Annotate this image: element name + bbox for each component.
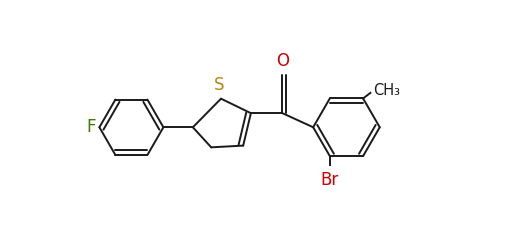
Text: F: F [87,118,96,136]
Text: S: S [214,77,224,94]
Text: Br: Br [321,171,339,189]
Text: CH₃: CH₃ [373,83,400,98]
Text: O: O [276,52,289,70]
